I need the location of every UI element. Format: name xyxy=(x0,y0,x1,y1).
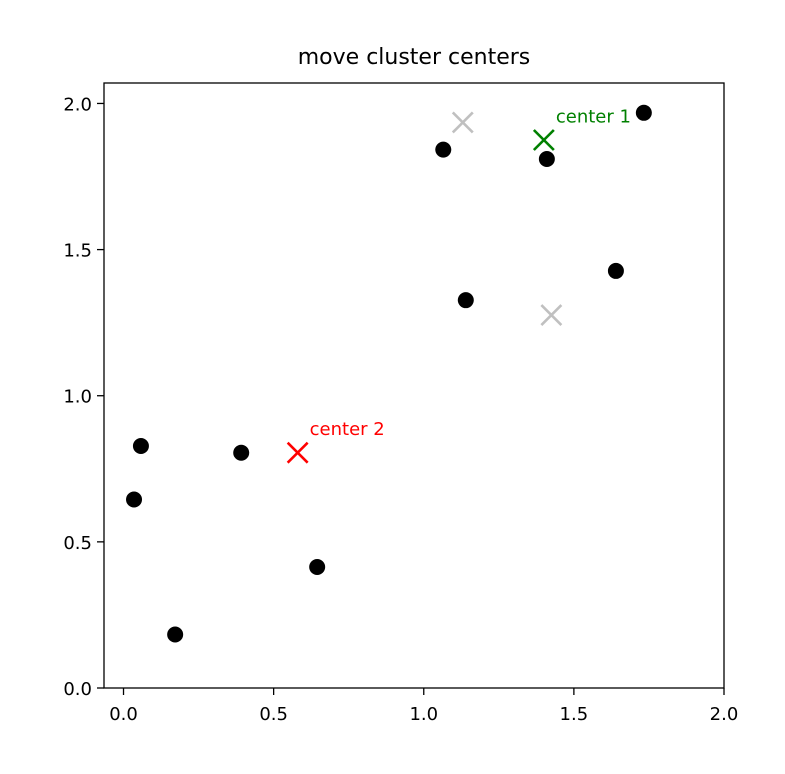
data-point xyxy=(457,292,474,309)
y-tick-label: 1.0 xyxy=(63,387,92,408)
y-tick-label: 0.5 xyxy=(63,533,92,554)
center-label: center 1 xyxy=(556,106,631,127)
data-point xyxy=(132,438,149,454)
data-point xyxy=(435,141,452,158)
axes: 0.0 0.5 1.0 1.5 2.0 0.0 0.5 1.0 1.5 2.0 xyxy=(63,82,739,725)
data-point xyxy=(538,150,555,167)
chart-title: move cluster centers xyxy=(298,45,531,70)
axes-frame xyxy=(103,82,725,689)
old-center-marker xyxy=(451,111,474,134)
x-tick-label: 1.0 xyxy=(409,704,438,725)
data-point xyxy=(309,559,326,575)
x-tick-label: 1.5 xyxy=(560,704,589,725)
y-tick-label: 0.0 xyxy=(63,679,92,700)
data-point xyxy=(635,104,652,121)
data-point xyxy=(126,491,143,508)
x-tick-label: 0.0 xyxy=(109,704,138,725)
x-tick-label: 0.5 xyxy=(259,704,288,725)
data-point xyxy=(607,262,624,279)
data-point xyxy=(167,626,184,643)
new-center-marker xyxy=(286,441,309,464)
x-tick-label: 2.0 xyxy=(710,704,739,725)
y-tick-label: 1.5 xyxy=(63,241,92,262)
center-label: center 2 xyxy=(310,419,385,440)
plot-area: center 1 center 2 xyxy=(126,104,652,643)
new-center-marker xyxy=(532,129,555,151)
data-point xyxy=(233,444,250,461)
y-tick-label: 2.0 xyxy=(63,94,92,115)
old-center-marker xyxy=(540,304,563,326)
